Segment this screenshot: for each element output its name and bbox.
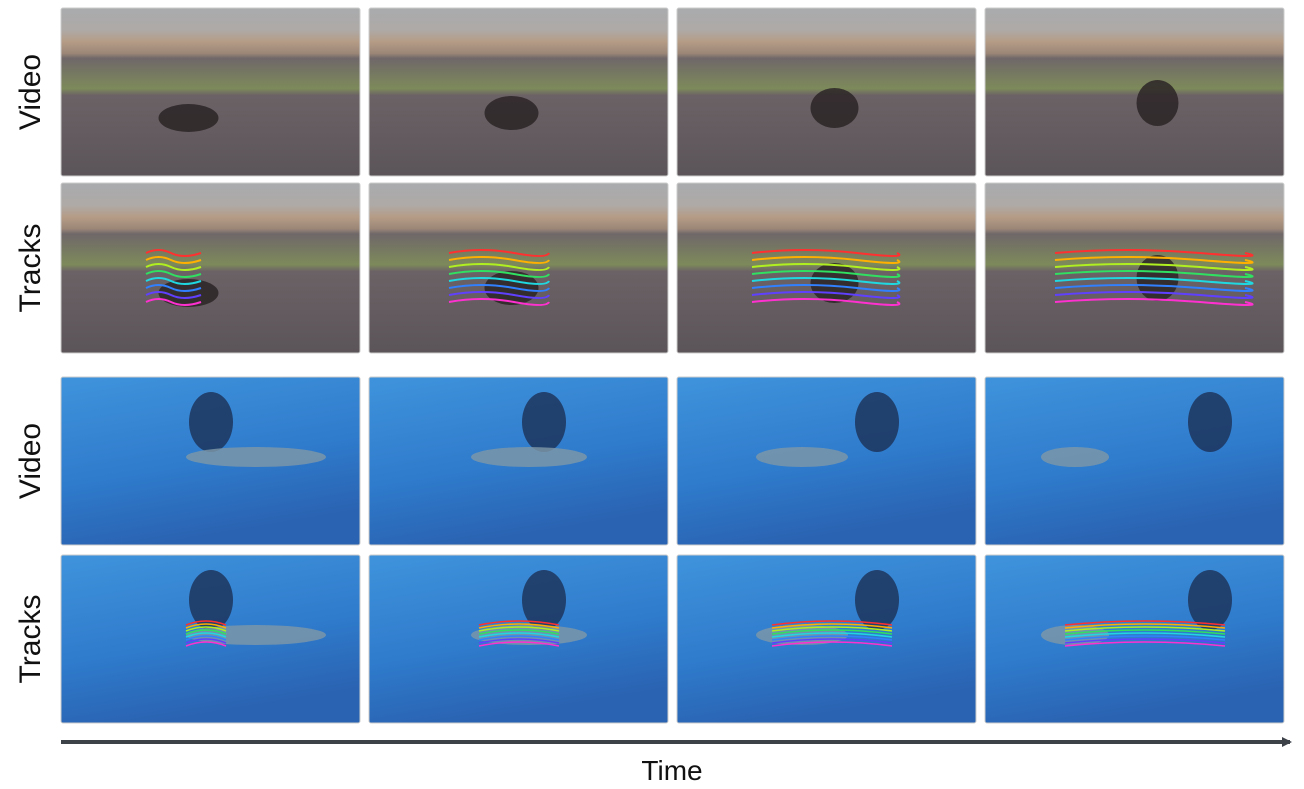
- shark: [186, 447, 326, 467]
- diver: [855, 392, 899, 452]
- shark: [471, 447, 587, 467]
- video-frame: [985, 8, 1284, 176]
- video-frame: [61, 183, 360, 353]
- video-frame: [985, 377, 1284, 545]
- panel-grid: [61, 8, 1284, 723]
- shark: [1041, 447, 1109, 467]
- motorbike: [1137, 80, 1179, 126]
- motorbike: [159, 104, 219, 132]
- diver: [855, 570, 899, 630]
- axis-label: Time: [641, 755, 702, 786]
- diver: [189, 392, 233, 452]
- video-frame: [61, 8, 360, 176]
- diver: [1188, 392, 1232, 452]
- motorbike: [811, 263, 859, 303]
- row-label: Tracks: [14, 595, 47, 684]
- motorbike: [485, 96, 539, 130]
- figure: Time Video Tracks Video Tracks: [0, 0, 1304, 789]
- row-label: Video: [14, 54, 47, 130]
- diver: [522, 392, 566, 452]
- row-label: Video: [14, 423, 47, 499]
- diver: [1188, 570, 1232, 630]
- video-frame: [369, 8, 668, 176]
- page: Time VideoTracksVideoTracks (() => { con…: [0, 0, 1304, 789]
- video-frame: [985, 183, 1284, 353]
- shark: [756, 447, 848, 467]
- row-label: Tracks: [14, 224, 47, 313]
- motorbike: [811, 88, 859, 128]
